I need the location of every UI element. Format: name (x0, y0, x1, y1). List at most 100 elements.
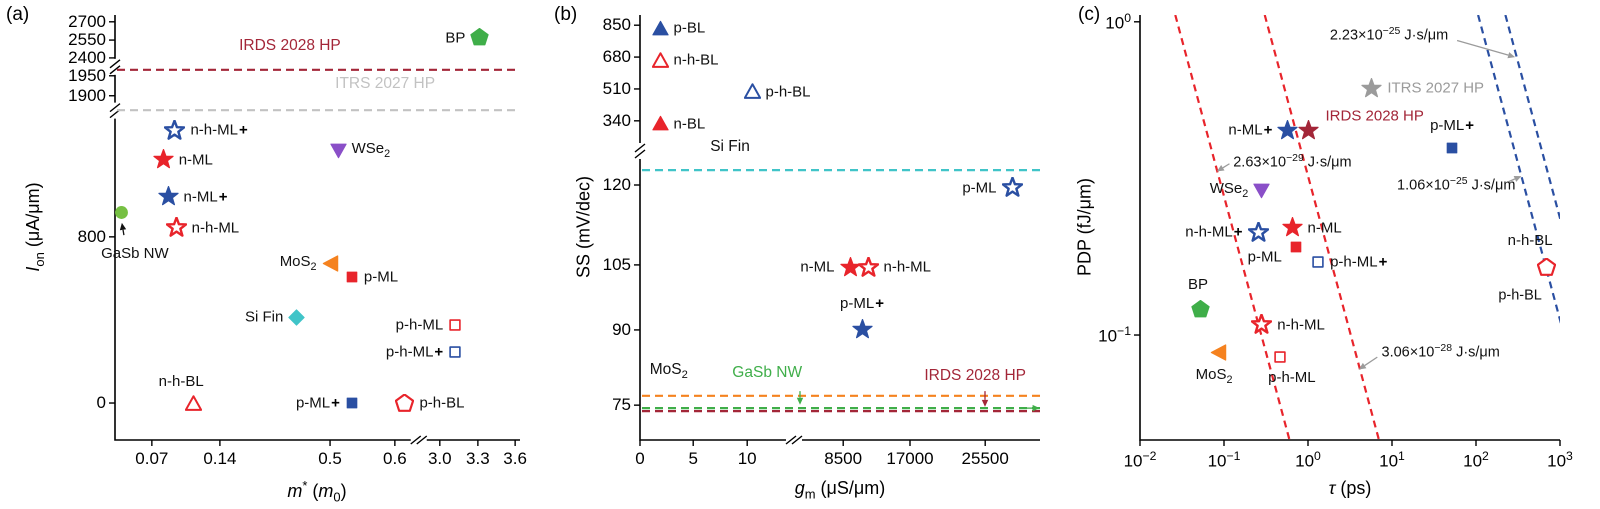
star-marker-p-ml (1001, 177, 1023, 198)
point-label-si-fin: Si Fin (245, 308, 284, 326)
diamond-marker-si-fin (288, 309, 306, 326)
point-label-n-ml: n-ML+ (183, 188, 228, 206)
point-label-p-h-bl: p-h-BL (765, 83, 811, 101)
star-marker-n-ml (1281, 217, 1303, 238)
star-marker-n-h-ml (857, 256, 879, 278)
x-axis-title-a: m* (m0) (287, 478, 347, 505)
point-label-n-ml: n-ML+ (1228, 121, 1273, 139)
star-marker-n-ml (153, 149, 174, 170)
y-tick-label: 340 (602, 111, 631, 131)
point-label-n-h-ml: n-h-ML (191, 219, 240, 237)
x-tick-label: 3.3 (466, 449, 490, 468)
square-marker-p-h-ml (448, 318, 462, 332)
ref-line-label-irds-2028-hp: IRDS 2028 HP (239, 37, 341, 54)
plus-mark: + (218, 188, 228, 206)
point-label-bp: BP (445, 29, 466, 47)
panel-a-letter: (a) (6, 4, 30, 25)
star-marker-p-ml (851, 319, 873, 340)
x-axis-title-c: τ (ps) (1328, 478, 1372, 498)
x-tick-label: 0.5 (318, 449, 342, 468)
ref-line-label-si-fin: Si Fin (710, 138, 750, 156)
point-label-wse2: WSe2 (351, 139, 391, 160)
panel-c-letter: (c) (1078, 4, 1101, 25)
y-tick-label: 1950 (68, 65, 106, 85)
point-label-p-ml: p-ML (363, 268, 399, 286)
point-label-n-h-ml: n-h-ML+ (1185, 223, 1243, 241)
x-tick-label: 0.6 (383, 449, 407, 468)
y-tick-label: 850 (602, 15, 631, 35)
plus-mark: + (238, 121, 248, 139)
circle-marker-gasb-nw (114, 205, 129, 220)
annotation-p-h-bl: p-h-BL (1498, 287, 1542, 304)
point-label-mos2: MoS2 (1195, 365, 1233, 386)
x-tick-label: 5 (688, 449, 698, 468)
point-label-n-bl: n-BL (673, 115, 706, 133)
x-tick-label: 17000 (886, 449, 934, 468)
x-axis-title-b: gm (μS/μm) (794, 478, 886, 502)
star-marker-n-h-ml (165, 217, 187, 238)
square-marker-p-h-ml (1311, 255, 1325, 269)
y-tick-label: 0 (96, 393, 106, 413)
annotation-3-06-10-28-j-s-m: 3.06×10−28 J·s/μm (1381, 342, 1500, 361)
point-label-p-bl: p-BL (673, 19, 706, 37)
y-tick-label: 120 (602, 175, 631, 195)
plus-mark: + (1465, 116, 1475, 134)
pentagon-marker-bp (470, 28, 490, 47)
point-label-itrs-2027-hp: ITRS 2027 HP (1387, 79, 1485, 97)
square-marker-p-ml (345, 396, 359, 410)
x-tick-label: 10 (737, 449, 757, 468)
x-tick-label: 25500 (961, 449, 1009, 468)
y-tick-label: 2400 (68, 48, 106, 68)
x-tick-label: 8500 (824, 449, 863, 468)
point-label-gasb-nw: GaSb NW (101, 244, 169, 262)
plus-mark: + (331, 394, 340, 412)
star-marker-n-h-ml (1251, 314, 1273, 335)
tri-up-marker-n-h-bl (184, 394, 202, 412)
y-tick-label: 105 (602, 255, 631, 275)
y-tick-label: 90 (612, 320, 631, 340)
square-marker-p-h-ml (448, 345, 462, 359)
point-label-p-ml: p-ML (962, 179, 997, 197)
point-label-p-ml: p-ML (1247, 248, 1282, 266)
annotation-2-23-10-25-j-s-m: 2.23×10−25 J·s/μm (1329, 25, 1449, 44)
point-label-n-ml: n-ML (178, 151, 213, 169)
y-tick-label: 100 (1105, 10, 1131, 33)
plus-mark: + (434, 343, 444, 361)
x-tick-label: 103 (1547, 449, 1573, 471)
x-tick-label: 101 (1379, 449, 1405, 471)
point-label-n-h-ml: n-h-ML (883, 258, 932, 276)
tri-down-marker-wse2 (1253, 182, 1270, 199)
annotation-2-63-10-29-j-s-m: 2.63×10−29 J·s/μm (1233, 152, 1352, 171)
y-tick-label: 680 (602, 47, 631, 67)
y-tick-label: 75 (612, 395, 631, 415)
tri-left-marker-mos2 (322, 255, 339, 272)
point-label-mos2: MoS2 (279, 252, 317, 273)
ref-line-label-itrs-2027-hp: ITRS 2027 HP (335, 75, 436, 93)
point-label-p-h-ml: p-h-ML (1268, 369, 1316, 387)
point-label-p-ml: p-ML+ (1430, 116, 1475, 134)
point-label-p-h-bl: p-h-BL (419, 394, 465, 412)
x-tick-label: 3.0 (427, 449, 452, 468)
point-label-irds-2028-hp: IRDS 2028 HP (1325, 107, 1424, 125)
plus-mark: + (1263, 121, 1273, 139)
point-label-p-h-ml: p-h-ML+ (385, 343, 444, 361)
y-tick-label: 1900 (68, 85, 106, 105)
y-axis-title-b: SS (mV/dec) (573, 175, 594, 279)
tri-up-marker-n-h-bl (651, 51, 669, 69)
panel-b-letter: (b) (554, 4, 578, 25)
tri-left-marker-mos2 (1210, 343, 1227, 361)
star-marker-irds-2028-hp (1297, 119, 1319, 141)
point-label-p-ml: p-ML+ (295, 394, 340, 412)
plus-mark: + (1233, 223, 1243, 241)
point-label-n-h-bl: n-h-BL (1507, 232, 1553, 250)
point-label-wse2: WSe2 (1209, 179, 1249, 200)
point-label-p-h-ml: p-h-ML+ (1330, 253, 1388, 271)
ref-line-label-mos2: MoS2 (649, 360, 688, 381)
point-label-n-h-ml: n-h-ML (1277, 316, 1325, 334)
plus-mark: + (875, 295, 884, 313)
point-label-n-h-ml: n-h-ML+ (190, 121, 248, 139)
point-label-n-ml: n-ML (800, 258, 835, 276)
star-marker-n-ml (157, 186, 179, 207)
plus-mark: + (1378, 253, 1388, 271)
